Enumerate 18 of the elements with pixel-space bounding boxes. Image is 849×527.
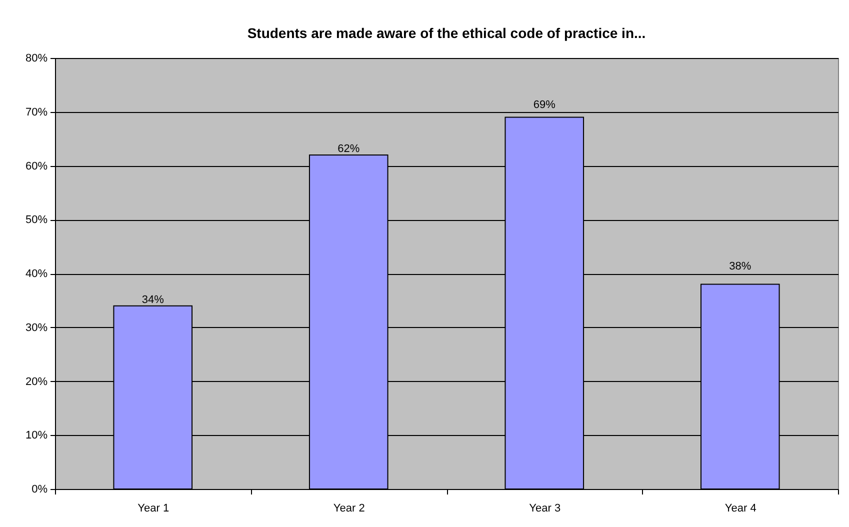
y-tick-label: 20%: [25, 376, 48, 388]
data-label: 62%: [338, 142, 360, 155]
x-tick-label: Year 1: [138, 502, 170, 514]
data-label: 34%: [142, 294, 164, 306]
y-tick-label: 40%: [25, 268, 48, 280]
y-tick-label: 50%: [25, 214, 48, 226]
y-tick-label: 80%: [25, 52, 48, 64]
y-tick-label: 10%: [25, 430, 48, 442]
y-tick-label: 0%: [32, 484, 48, 496]
y-tick-label: 30%: [25, 322, 48, 334]
x-tick-label: Year 4: [724, 502, 756, 514]
y-tick-label: 70%: [25, 106, 48, 118]
data-label: 69%: [533, 98, 556, 111]
x-tick-label: Year 3: [529, 502, 561, 514]
y-tick-label: 60%: [25, 160, 48, 172]
data-label: 38%: [729, 260, 752, 272]
chart-title: Students are made aware of the ethical code of practice in...: [247, 25, 646, 41]
x-tick-label: Year 2: [333, 502, 365, 514]
